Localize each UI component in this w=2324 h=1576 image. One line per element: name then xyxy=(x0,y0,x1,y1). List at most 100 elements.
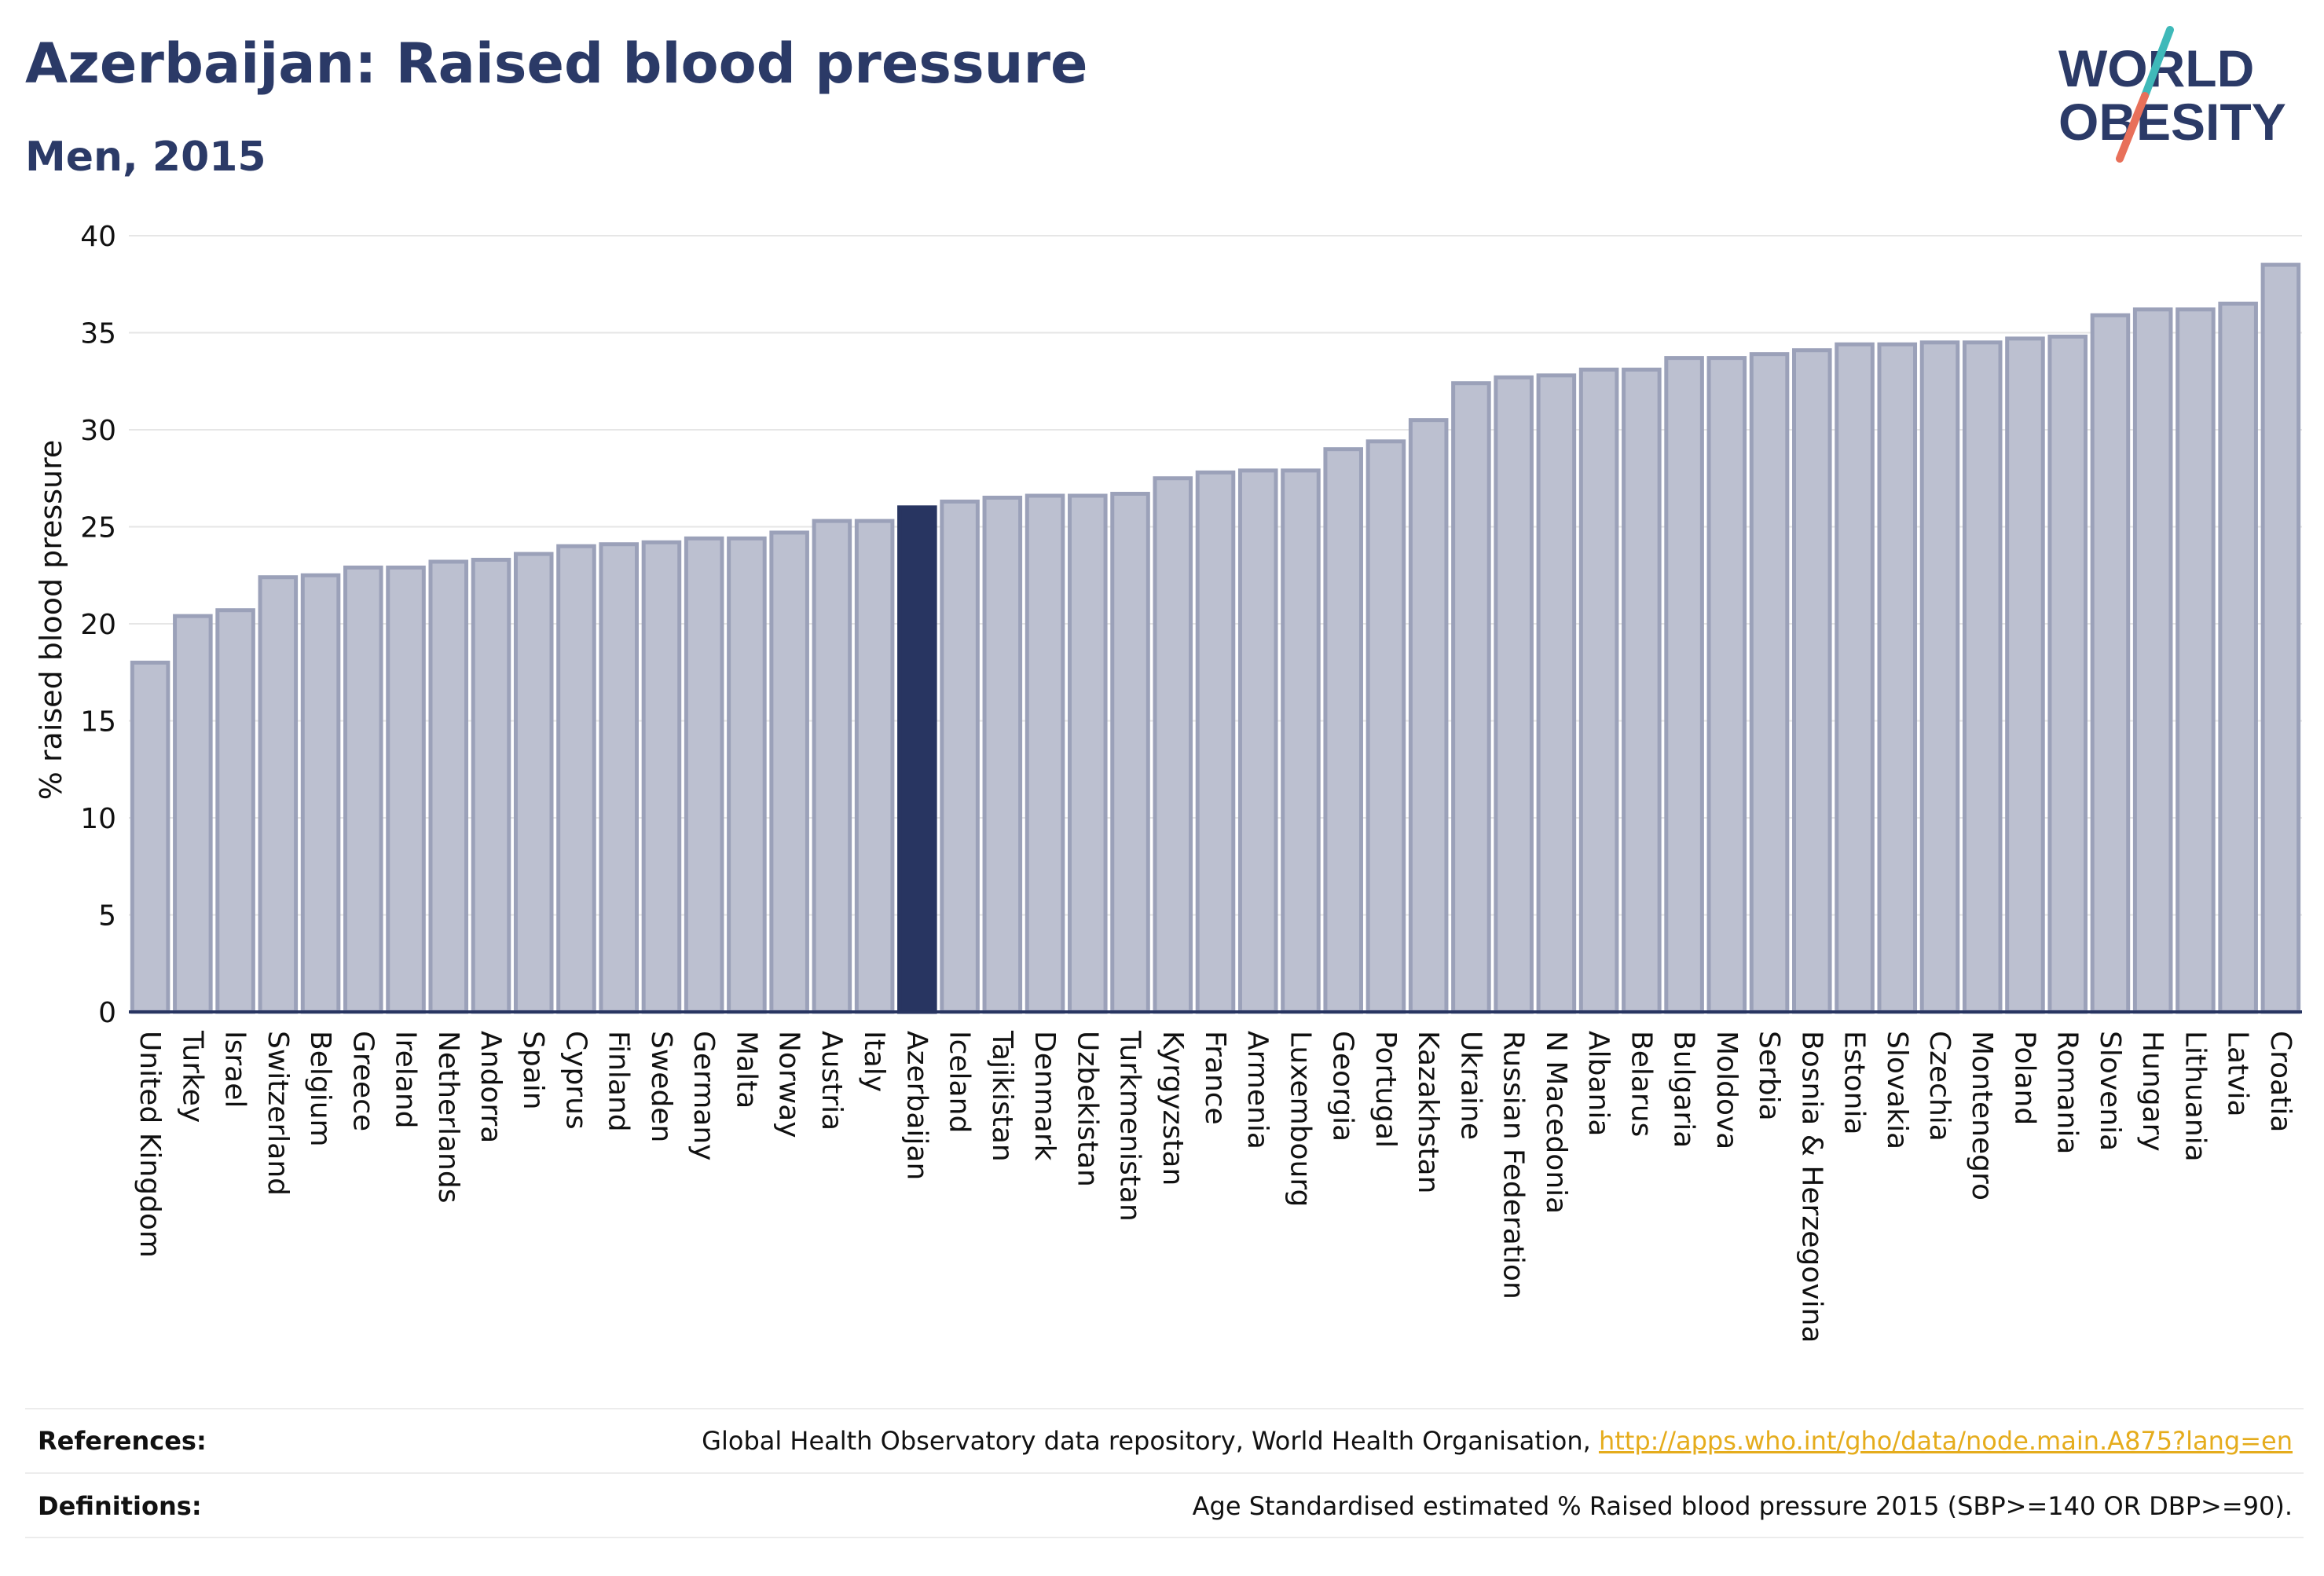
bar-netherlands xyxy=(428,559,469,1014)
x-tick-label: Croatia xyxy=(2264,1031,2297,1132)
bar-russian-federation xyxy=(1494,375,1534,1014)
bar-uzbekistan xyxy=(1068,493,1108,1014)
x-tick-label: Ireland xyxy=(390,1031,422,1129)
bar-azerbaijan xyxy=(897,505,937,1014)
y-tick-label: 5 xyxy=(98,900,116,933)
x-tick-label: Belarus xyxy=(1625,1031,1657,1137)
bar-georgia xyxy=(1323,447,1363,1014)
x-tick-label: Turkey xyxy=(176,1030,208,1123)
x-tick-label: France xyxy=(1199,1031,1231,1125)
bar-united-kingdom xyxy=(130,660,170,1014)
bar-norway xyxy=(769,530,809,1014)
x-tick-label: Bosnia & Herzegovina xyxy=(1795,1031,1827,1343)
y-tick-labels: 0 5 10 15 20 25 30 35 40 xyxy=(80,221,116,1029)
y-tick-label: 25 xyxy=(80,512,116,544)
logo-slash-red xyxy=(2116,92,2149,163)
bar-armenia xyxy=(1237,468,1278,1014)
bar-estonia xyxy=(1835,342,1875,1014)
bar-kazakhstan xyxy=(1408,418,1449,1014)
x-tick-label: Norway xyxy=(773,1031,805,1138)
x-tick-label: Netherlands xyxy=(432,1031,464,1203)
footer-divider-bottom xyxy=(25,1537,2304,1538)
x-tick-label: Ukraine xyxy=(1454,1031,1486,1140)
x-tick-label: Georgia xyxy=(1327,1031,1359,1142)
x-tick-label: Slovenia xyxy=(2094,1031,2126,1151)
chart-subtitle: Men, 2015 xyxy=(25,134,266,181)
x-tick-label: Iceland xyxy=(944,1031,976,1133)
x-tick-label: Montenegro xyxy=(1966,1031,1998,1200)
bar-romania xyxy=(2047,334,2088,1014)
x-tick-label: Azerbaijan xyxy=(900,1031,933,1180)
footer-divider-top xyxy=(25,1408,2304,1409)
x-tick-label: Denmark xyxy=(1028,1031,1061,1161)
bar-greece xyxy=(343,565,383,1014)
x-tick-label: Czechia xyxy=(1923,1031,1956,1142)
bar-austria xyxy=(812,519,852,1014)
x-tick-label: Tajikistan xyxy=(986,1030,1018,1162)
bar-tajikistan xyxy=(982,495,1023,1014)
bar-bosnia-herzegovina xyxy=(1792,348,1832,1014)
bar-ireland xyxy=(386,565,426,1014)
x-tick-label: Uzbekistan xyxy=(1071,1031,1103,1187)
x-tick-label: United Kingdom xyxy=(134,1031,166,1258)
bar-montenegro xyxy=(1962,340,2003,1014)
x-tick-label: Turkmenistan xyxy=(1114,1030,1146,1222)
logo-slash-teal xyxy=(2141,26,2174,100)
x-tick-label: N Macedonia xyxy=(1540,1031,1572,1214)
bar-france xyxy=(1195,470,1236,1014)
bars xyxy=(130,262,2301,1014)
bar-spain xyxy=(513,552,554,1014)
x-tick-label: Russian Federation xyxy=(1497,1031,1530,1299)
y-tick-label: 20 xyxy=(80,609,116,641)
references-label: References: xyxy=(38,1426,207,1456)
bar-poland xyxy=(2005,336,2045,1014)
x-tick-label: Romania xyxy=(2051,1031,2084,1154)
bar-iceland xyxy=(940,499,980,1014)
x-tick-label: Belgium xyxy=(304,1031,336,1147)
bar-belarus xyxy=(1622,367,1662,1014)
x-tick-label: Greece xyxy=(346,1031,379,1131)
x-tick-label: Israel xyxy=(219,1031,251,1108)
x-tick-label: Serbia xyxy=(1753,1031,1785,1121)
bar-germany xyxy=(684,536,724,1014)
bar-croatia xyxy=(2260,262,2301,1014)
bar-latvia xyxy=(2218,301,2258,1014)
bar-chart: 0 5 10 15 20 25 30 35 40 United Kingdom Turkey Isr… xyxy=(34,221,2302,1343)
references-link[interactable]: http://apps.who.int/gho/data/node.main.A… xyxy=(1598,1426,2293,1456)
bar-czechia xyxy=(1919,340,1960,1014)
x-tick-label: Cyprus xyxy=(559,1031,592,1130)
bar-lithuania xyxy=(2176,307,2216,1014)
bar-turkmenistan xyxy=(1110,492,1150,1014)
x-tick-label: Finland xyxy=(603,1031,635,1132)
x-tick-label: Albania xyxy=(1582,1031,1615,1136)
bar-kyrgyzstan xyxy=(1153,476,1193,1014)
y-tick-label: 30 xyxy=(80,415,116,447)
x-tick-label: Kyrgyzstan xyxy=(1157,1031,1189,1186)
bar-moldova xyxy=(1706,356,1747,1014)
x-tick-label: Sweden xyxy=(645,1031,677,1142)
bar-italy xyxy=(854,519,895,1014)
definitions-label: Definitions: xyxy=(38,1491,202,1521)
footer-divider-middle xyxy=(25,1472,2304,1474)
y-tick-label: 35 xyxy=(80,318,116,350)
x-tick-label: Poland xyxy=(2008,1031,2040,1125)
bar-luxembourg xyxy=(1281,468,1321,1014)
x-tick-label: Moldova xyxy=(1710,1031,1743,1149)
bar-bulgaria xyxy=(1664,356,1704,1014)
bar-turkey xyxy=(173,614,213,1014)
chart-title: Azerbaijan: Raised blood pressure xyxy=(25,31,1088,96)
bar-switzerland xyxy=(258,575,299,1014)
y-tick-label: 15 xyxy=(80,706,116,739)
x-tick-label: Portugal xyxy=(1369,1031,1402,1148)
bar-andorra xyxy=(471,557,511,1014)
x-tick-label: Germany xyxy=(687,1031,720,1160)
definitions-text: Age Standardised estimated % Raised bloo… xyxy=(1192,1491,2293,1521)
x-tick-labels: United Kingdom Turkey Israel Switzerland Bel… xyxy=(134,1030,2297,1343)
x-tick-label: Slovakia xyxy=(1881,1031,1913,1149)
logo-word-obesity: OBESITY xyxy=(2058,93,2286,151)
x-tick-label: Austria xyxy=(816,1031,848,1131)
y-tick-label: 40 xyxy=(80,221,116,253)
bar-portugal xyxy=(1365,439,1406,1014)
x-tick-label: Lithuania xyxy=(2179,1031,2211,1162)
x-tick-label: Armenia xyxy=(1241,1031,1274,1149)
